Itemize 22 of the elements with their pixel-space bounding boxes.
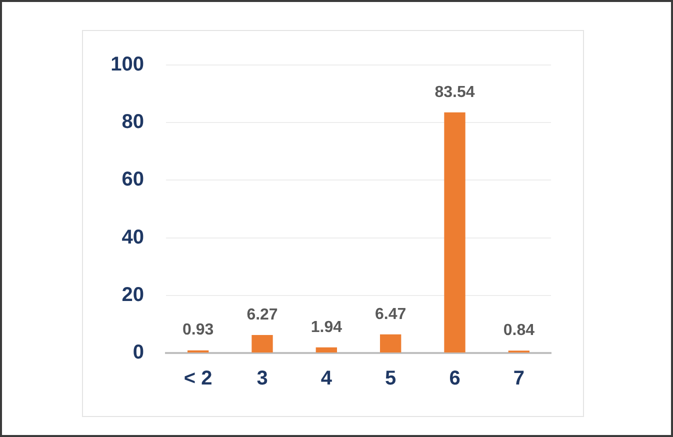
x-tick-label: 7 bbox=[513, 368, 524, 390]
data-label: 1.94 bbox=[310, 318, 342, 336]
x-tick-label: 3 bbox=[256, 368, 268, 390]
bar bbox=[444, 112, 466, 352]
x-tick-label: 6 bbox=[449, 368, 460, 390]
y-tick-label: 100 bbox=[110, 54, 144, 76]
y-tick-label: 40 bbox=[122, 226, 144, 248]
y-tick-label: 20 bbox=[122, 284, 144, 306]
data-label: 6.27 bbox=[246, 306, 278, 324]
data-label: 6.47 bbox=[375, 306, 406, 323]
y-tick-label: 0 bbox=[132, 342, 144, 364]
bar bbox=[380, 334, 402, 352]
data-label: 0.93 bbox=[182, 322, 214, 339]
bar bbox=[316, 347, 338, 352]
x-tick-label: 4 bbox=[320, 368, 333, 390]
y-tick-label: 60 bbox=[122, 168, 144, 191]
y-tick-label: 80 bbox=[122, 111, 144, 134]
data-label: 83.54 bbox=[434, 84, 475, 101]
data-label: 0.84 bbox=[503, 322, 535, 339]
x-tick-label: 5 bbox=[385, 368, 396, 390]
bar bbox=[252, 334, 273, 352]
x-tick-label: < 2 bbox=[184, 368, 212, 390]
